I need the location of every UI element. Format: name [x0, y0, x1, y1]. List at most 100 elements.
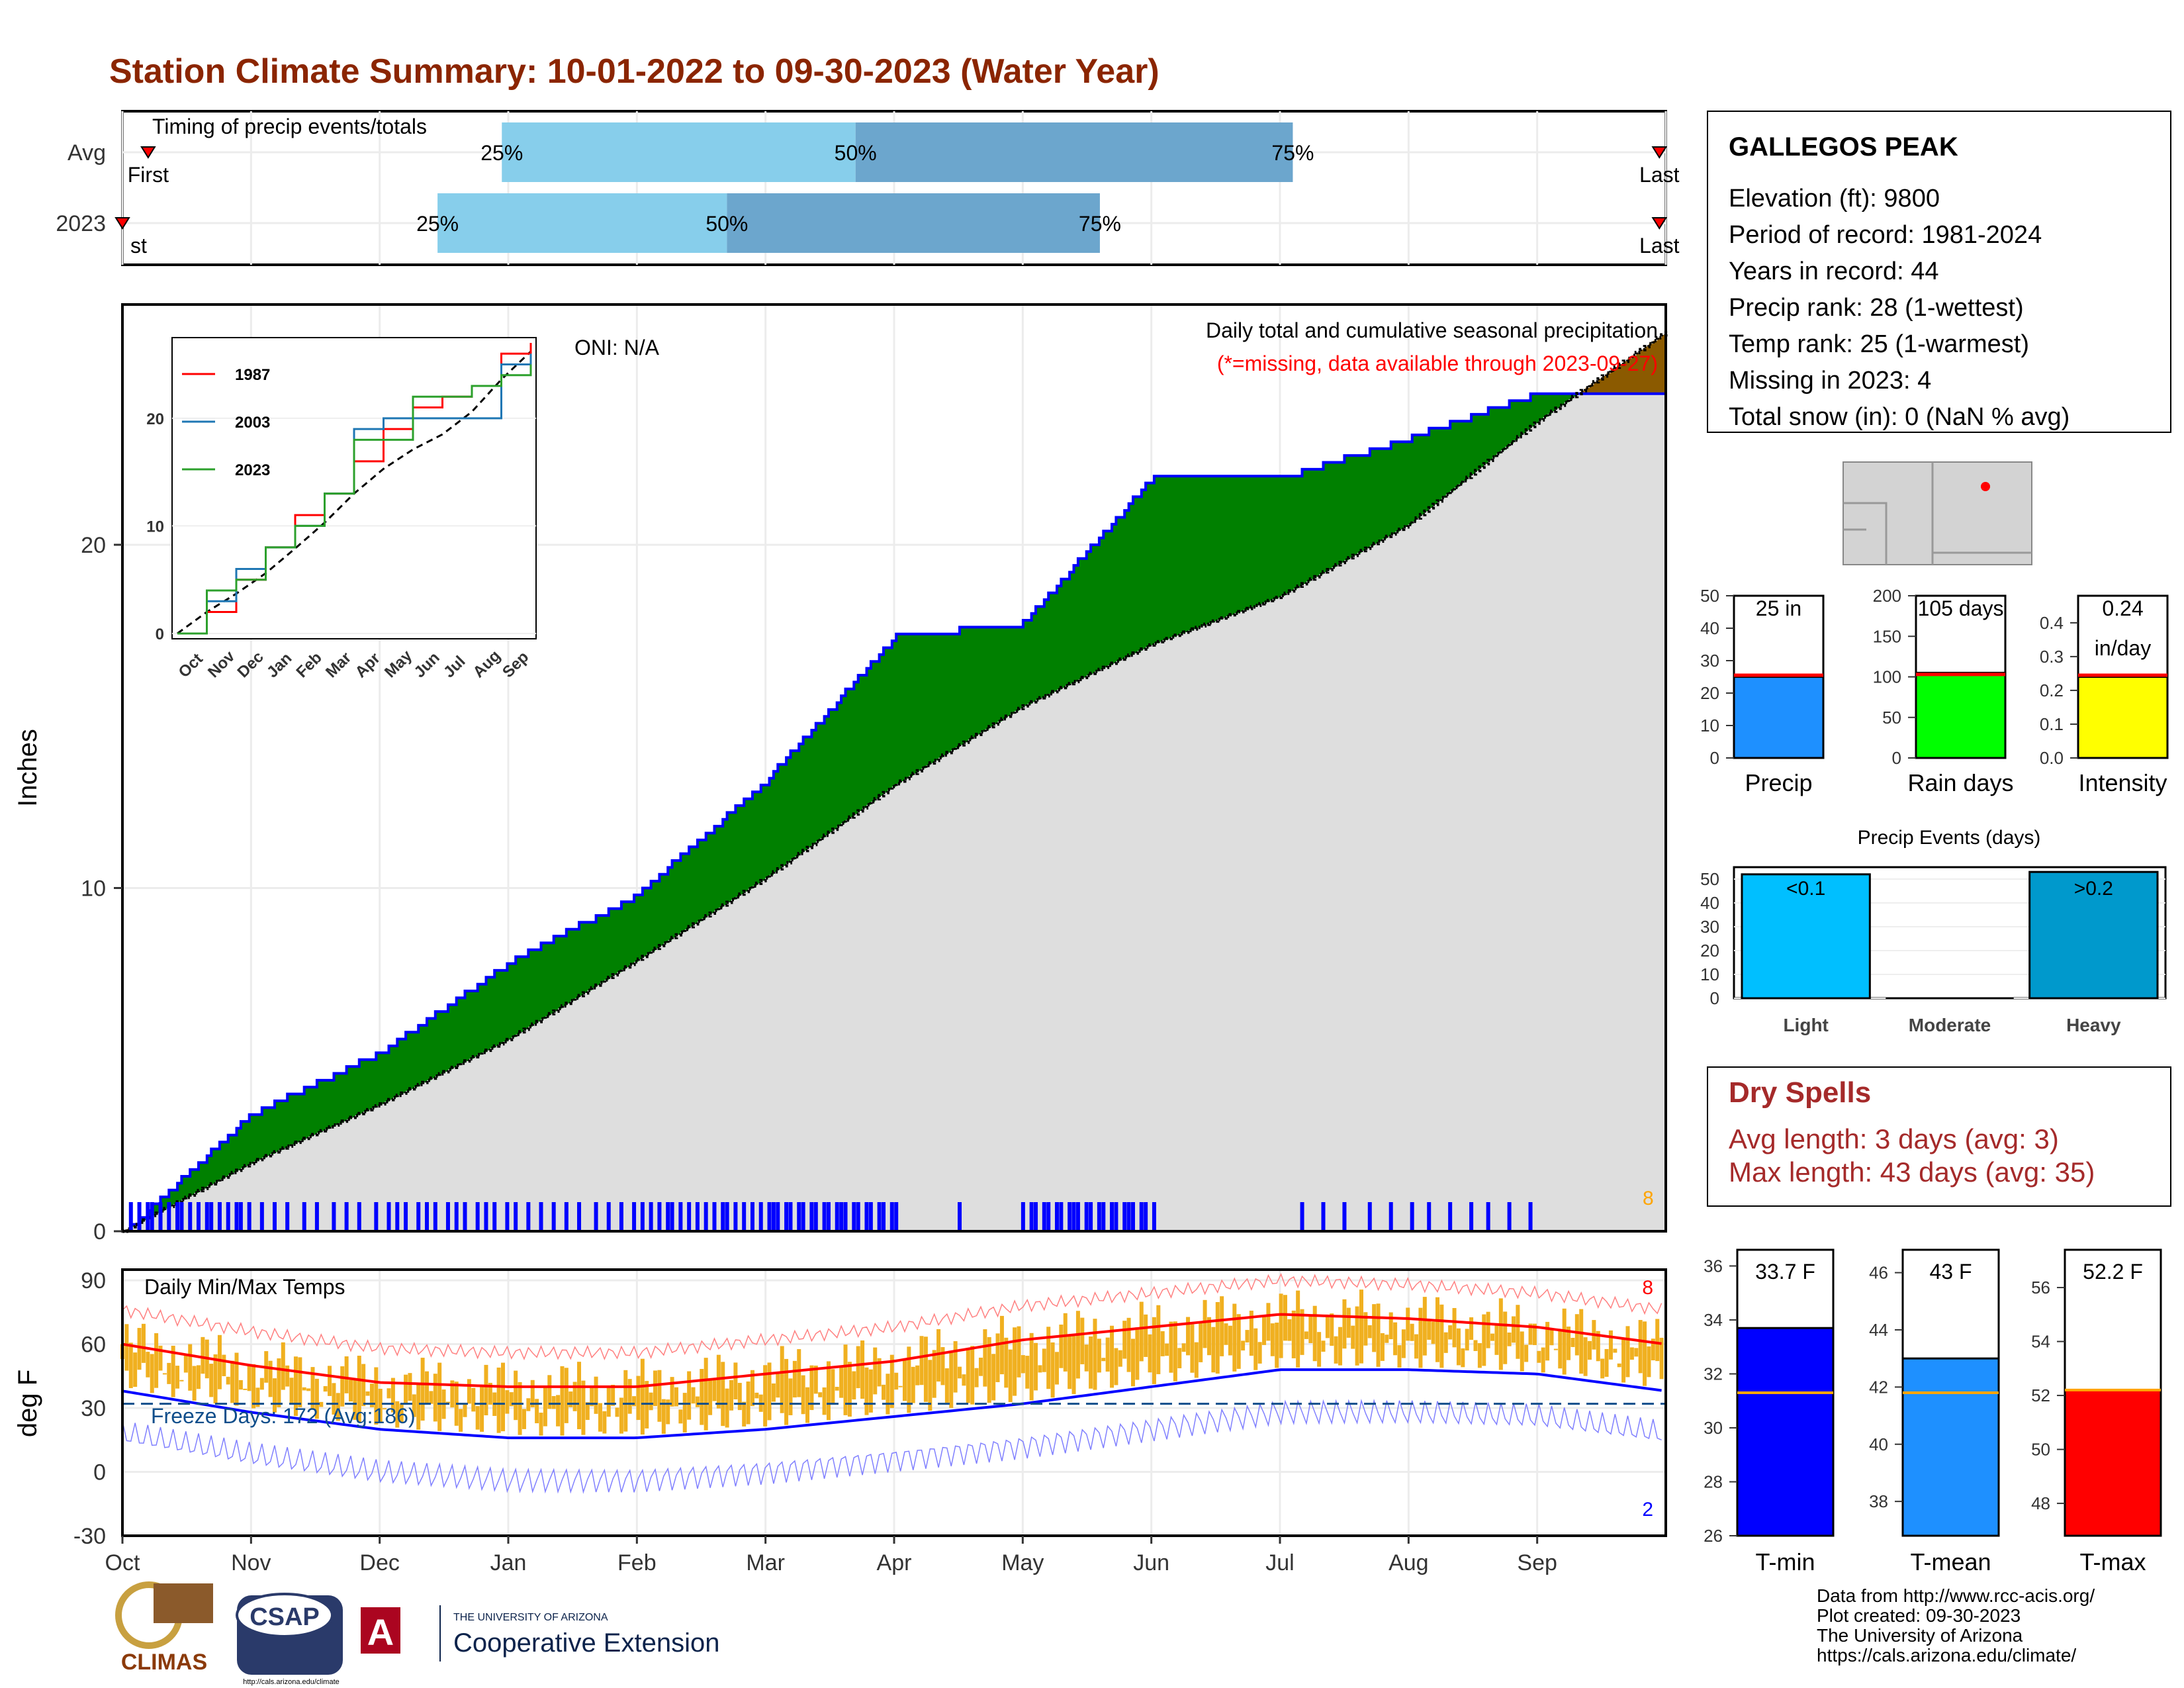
- daily-precip-bar: [619, 1202, 623, 1231]
- daily-temp-bar: [1385, 1335, 1389, 1343]
- daily-temp-bar: [1486, 1311, 1490, 1348]
- daily-temp-bar: [234, 1352, 239, 1406]
- daily-precip-bar: [332, 1202, 336, 1231]
- daily-temp-bar: [349, 1380, 353, 1402]
- daily-precip-bar: [1427, 1202, 1432, 1231]
- daily-temp-bar: [852, 1371, 856, 1400]
- daily-temp-bar: [1287, 1319, 1292, 1341]
- daily-temp-bar: [1334, 1336, 1338, 1364]
- summary-bar-value: 105 days: [1918, 596, 2004, 620]
- daily-temp-bar: [1532, 1323, 1537, 1345]
- daily-precip-bar: [577, 1202, 582, 1231]
- freeze-days-label: Freeze Days: 172 (Avg:186): [151, 1404, 416, 1428]
- daily-temp-bar: [928, 1360, 933, 1411]
- daily-precip-bar: [704, 1202, 708, 1231]
- daily-temp-bar: [496, 1367, 501, 1433]
- daily-precip-bar: [771, 1202, 776, 1231]
- average-cumulative-line: [122, 332, 1668, 1233]
- daily-temp-bar: [1173, 1321, 1177, 1382]
- daily-temp-bar: [1093, 1319, 1097, 1390]
- daily-temp-bar: [551, 1396, 556, 1409]
- temp-ytick-label: 90: [81, 1268, 106, 1293]
- daily-temp-bar: [882, 1384, 886, 1400]
- daily-temp-bar: [788, 1378, 793, 1415]
- csap-text: CSAP: [250, 1603, 320, 1631]
- daily-temp-bar: [805, 1387, 810, 1423]
- daily-temp-bar: [1004, 1337, 1009, 1388]
- summary-bar-tick: 50: [1882, 708, 1901, 727]
- daily-temp-bar: [1562, 1308, 1567, 1375]
- climas-text: CLIMAS: [121, 1650, 207, 1675]
- daily-temp-bar: [801, 1375, 805, 1415]
- daily-temp-bar: [1236, 1314, 1241, 1369]
- summary-bar-tick: 30: [1700, 651, 1719, 671]
- summary-bar-tick: 0.4: [2040, 613, 2064, 633]
- daily-temp-bar: [1257, 1342, 1262, 1364]
- summary-bar-value: 0.24: [2102, 596, 2143, 620]
- daily-temp-bar: [1228, 1325, 1232, 1356]
- daily-temp-bar: [1490, 1333, 1495, 1341]
- daily-temp-bar: [526, 1398, 531, 1411]
- daily-precip-bar: [344, 1202, 349, 1231]
- temp-bar-name: T-max: [2079, 1548, 2146, 1575]
- daily-temp-bar: [412, 1394, 416, 1417]
- daily-temp-bar: [843, 1344, 848, 1415]
- last-event-marker: [1651, 146, 1668, 159]
- temp-bar-tick: 26: [1704, 1526, 1723, 1546]
- daily-temp-bar: [716, 1354, 721, 1409]
- daily-precip-bar: [137, 1202, 142, 1231]
- daily-temp-bar: [433, 1374, 437, 1422]
- csap-url: http://cals.arizona.edu/climate: [243, 1678, 340, 1686]
- daily-temp-bar: [277, 1358, 281, 1407]
- daily-temp-bar: [767, 1362, 772, 1421]
- daily-precip-bar: [1089, 1202, 1093, 1231]
- daily-temp-bar: [839, 1366, 844, 1398]
- summary-bar-value: 25 in: [1756, 596, 1801, 620]
- daily-temp-bar: [572, 1382, 577, 1411]
- daily-temp-bar: [1135, 1327, 1140, 1380]
- daily-temp-bar: [1494, 1323, 1499, 1355]
- daily-temp-bar: [281, 1342, 285, 1390]
- daily-temp-bar: [1498, 1298, 1503, 1370]
- daily-temp-bar: [818, 1392, 823, 1397]
- daily-precip-bar: [454, 1202, 459, 1231]
- month-axis: Oct Nov Dec Jan Feb Mar Apr May Jun Jul Aug Sep: [105, 1536, 1557, 1575]
- inset-ytick-label: 0: [156, 626, 164, 643]
- daily-temp-bar: [471, 1387, 476, 1412]
- daily-temp-bar: [949, 1351, 954, 1408]
- daily-temp-bar: [480, 1385, 484, 1432]
- daily-temp-bar: [1144, 1314, 1148, 1357]
- daily-temp-bar: [150, 1354, 154, 1393]
- summary-bar-tick: 20: [1700, 683, 1719, 703]
- daily-precip-bar: [868, 1202, 873, 1231]
- daily-temp-bar: [124, 1324, 129, 1371]
- daily-temp-bar: [1063, 1313, 1068, 1372]
- daily-temp-bar: [1186, 1317, 1191, 1356]
- daily-temp-bar: [1126, 1317, 1131, 1372]
- daily-temp-bar: [860, 1340, 865, 1399]
- daily-temp-bar: [627, 1379, 632, 1414]
- daily-precip-bar: [1059, 1202, 1064, 1231]
- month-label: Jan: [490, 1550, 527, 1575]
- daily-temp-bar: [463, 1404, 467, 1417]
- daily-temp-bar: [1410, 1323, 1414, 1341]
- daily-temp-bar: [1524, 1344, 1529, 1362]
- summary-bar-tick: 0: [1710, 748, 1719, 768]
- summary-bar-tick: 100: [1873, 667, 1901, 687]
- daily-temp-bar: [797, 1349, 801, 1397]
- daily-temp-bar: [577, 1362, 582, 1430]
- daily-precip-bar: [167, 1202, 171, 1231]
- daily-precip-bar: [640, 1202, 645, 1231]
- temp-bar-fill: [2064, 1389, 2162, 1537]
- timing-row-label: 2023: [56, 211, 106, 236]
- daily-temp-bar: [987, 1336, 991, 1403]
- daily-temp-bar: [1118, 1350, 1122, 1367]
- summary-bar-tick: 50: [1700, 586, 1719, 606]
- daily-temp-bar: [792, 1360, 797, 1398]
- daily-precip-bar: [725, 1202, 729, 1231]
- daily-temp-bar: [991, 1354, 996, 1401]
- daily-temp-bar: [886, 1374, 890, 1415]
- daily-temp-bar: [894, 1372, 899, 1390]
- summary-bar-tick: 0.1: [2040, 714, 2064, 734]
- daily-temp-bar: [1604, 1348, 1609, 1377]
